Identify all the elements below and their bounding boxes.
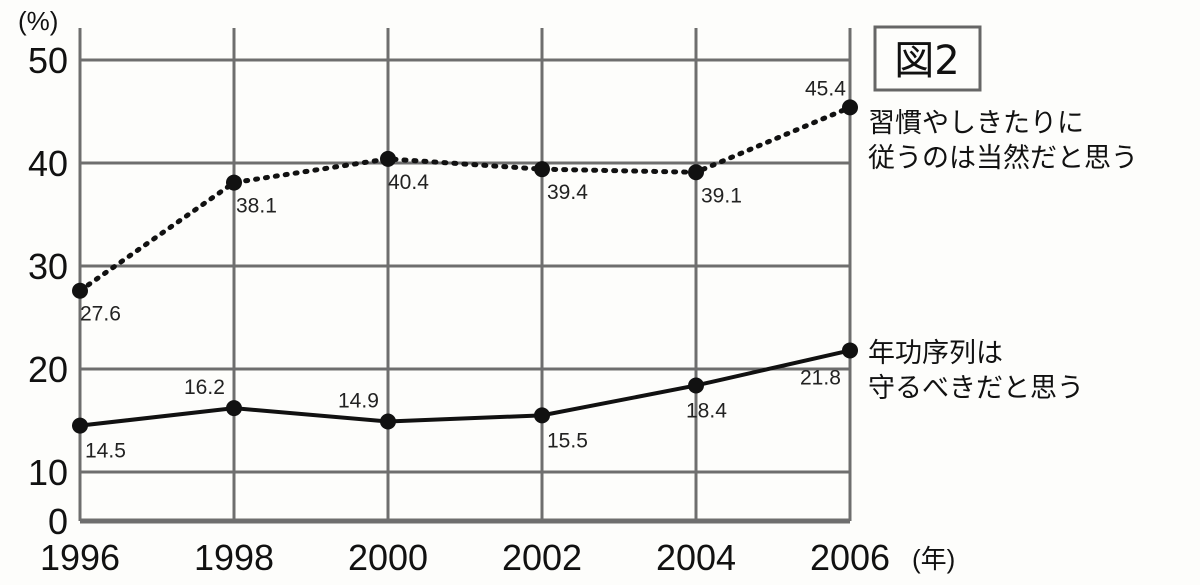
x-tick-label: 2002 — [502, 537, 582, 578]
data-label: 38.1 — [236, 195, 277, 218]
data-label: 40.4 — [388, 171, 429, 194]
data-label: 14.5 — [85, 440, 126, 463]
y-tick-label: 0 — [48, 501, 68, 542]
data-point — [534, 407, 550, 424]
data-label: 15.5 — [547, 429, 588, 452]
x-tick-label: 1998 — [194, 537, 274, 578]
x-tick-label: 2006 — [810, 537, 890, 578]
data-label: 16.2 — [184, 376, 225, 399]
data-point — [842, 342, 858, 359]
y-axis-unit: (%) — [18, 6, 58, 36]
data-label: 18.4 — [686, 399, 727, 422]
data-point — [380, 150, 396, 167]
series-line — [77, 104, 853, 294]
x-axis-unit: (年) — [912, 544, 955, 574]
legend-label: 守るべきだと思う — [868, 373, 1084, 404]
x-tick-label: 2000 — [348, 537, 428, 578]
axis-labels: 0 10 20 30 40 50 1996 1998 2000 2002 2004 2006 (年) — [28, 40, 955, 578]
data-point — [842, 99, 858, 116]
x-tick-label: 1996 — [40, 537, 120, 578]
data-point — [380, 413, 396, 430]
data-point — [226, 400, 242, 417]
data-label: 21.8 — [800, 366, 841, 389]
legend-label: 習慣やしきたりに — [868, 108, 1084, 139]
data-label: 27.6 — [80, 303, 121, 326]
data-point — [534, 161, 550, 178]
y-tick-label: 50 — [28, 40, 68, 81]
legend-label: 年功序列は — [868, 338, 1003, 369]
y-tick-label: 40 — [28, 143, 68, 184]
data-point — [688, 377, 704, 394]
chart-title: 図2 — [894, 38, 959, 84]
x-tick-label: 2004 — [656, 537, 736, 578]
data-label: 39.4 — [547, 181, 588, 204]
y-tick-label: 30 — [28, 246, 68, 287]
grid — [78, 28, 852, 524]
y-tick-label: 20 — [28, 349, 68, 390]
y-tick-label: 10 — [28, 452, 68, 493]
legend-label: 従うのは当然だと思う — [868, 143, 1138, 174]
series-line — [79, 348, 851, 428]
data-label: 45.4 — [805, 77, 846, 100]
data-point — [226, 174, 242, 191]
data-point — [688, 164, 704, 181]
data-label: 39.1 — [701, 184, 742, 207]
data-label: 14.9 — [338, 390, 379, 413]
series: 27.6 38.1 40.4 39.4 39.1 45.4 習慣やしきたりに従うのは当然だと… — [72, 77, 1138, 463]
data-point — [72, 417, 88, 434]
title-box — [873, 25, 982, 92]
data-point — [72, 282, 88, 299]
